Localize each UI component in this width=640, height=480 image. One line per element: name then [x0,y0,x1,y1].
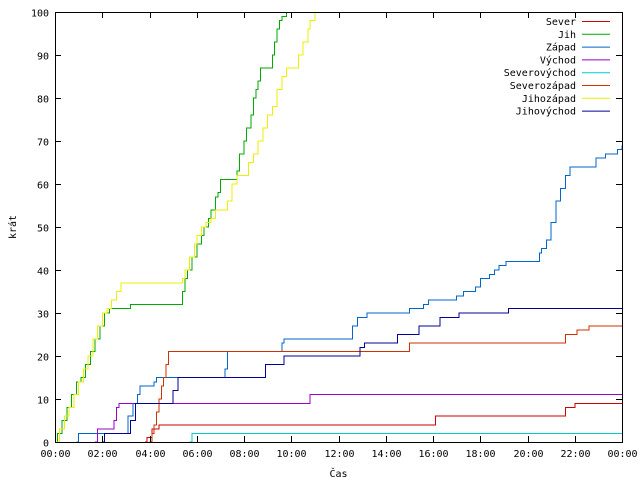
x-tick-label: 00:00 [607,449,637,460]
x-tick-label: 18:00 [465,449,495,460]
series-line-jihozapad [55,12,316,443]
legend-label: Jih [558,30,576,41]
x-axis: 00:00 02:00 04:00 06:00 08:00 10:00 12:00 14:00… [40,12,638,460]
legend-label: Severovýchod [504,67,576,79]
x-tick-label: 00:00 [40,449,70,460]
series-line-jihovychod [102,308,622,443]
y-tick-label: 50 [37,224,49,235]
y-tick-label: 40 [37,267,49,278]
y-tick-label: 30 [37,310,49,321]
x-tick-label: 14:00 [371,449,401,460]
y-tick-label: 0 [43,439,49,450]
y-axis-title: krát [7,215,19,239]
y-tick-label: 90 [37,52,49,63]
legend-label: Severozápad [510,80,576,92]
y-tick-label: 70 [37,138,49,149]
legend: Sever JihZápadVýchodSeverovýchodSeverozáp… [504,17,610,118]
series-line-sever [144,402,622,443]
legend-label: Východ [540,54,576,66]
x-tick-label: 06:00 [182,449,212,460]
x-tick-label: 22:00 [560,449,590,460]
x-tick-label: 20:00 [513,449,543,460]
legend-label: Jihozápad [522,93,576,105]
series-line-zapad [76,145,623,443]
x-axis-title: Čas [329,467,347,480]
y-tick-label: 100 [31,9,49,20]
y-axis: 0 10 20 30 40 50 60 70 80 90 100 [31,9,622,450]
legend-label: Jihovýchod [516,106,576,118]
series-layer [55,12,623,443]
x-tick-label: 16:00 [418,449,448,460]
x-tick-label: 04:00 [135,449,165,460]
y-tick-label: 80 [37,95,49,106]
legend-label: Západ [546,42,576,54]
y-tick-label: 10 [37,396,49,407]
x-tick-label: 02:00 [87,449,117,460]
series-line-vychod [95,394,622,443]
x-tick-label: 12:00 [324,449,354,460]
y-tick-label: 60 [37,181,49,192]
legend-label: Sever [546,17,576,28]
series-line-severozapad [149,325,622,443]
x-tick-label: 08:00 [229,449,259,460]
y-tick-label: 20 [37,353,49,364]
x-tick-label: 10:00 [276,449,306,460]
